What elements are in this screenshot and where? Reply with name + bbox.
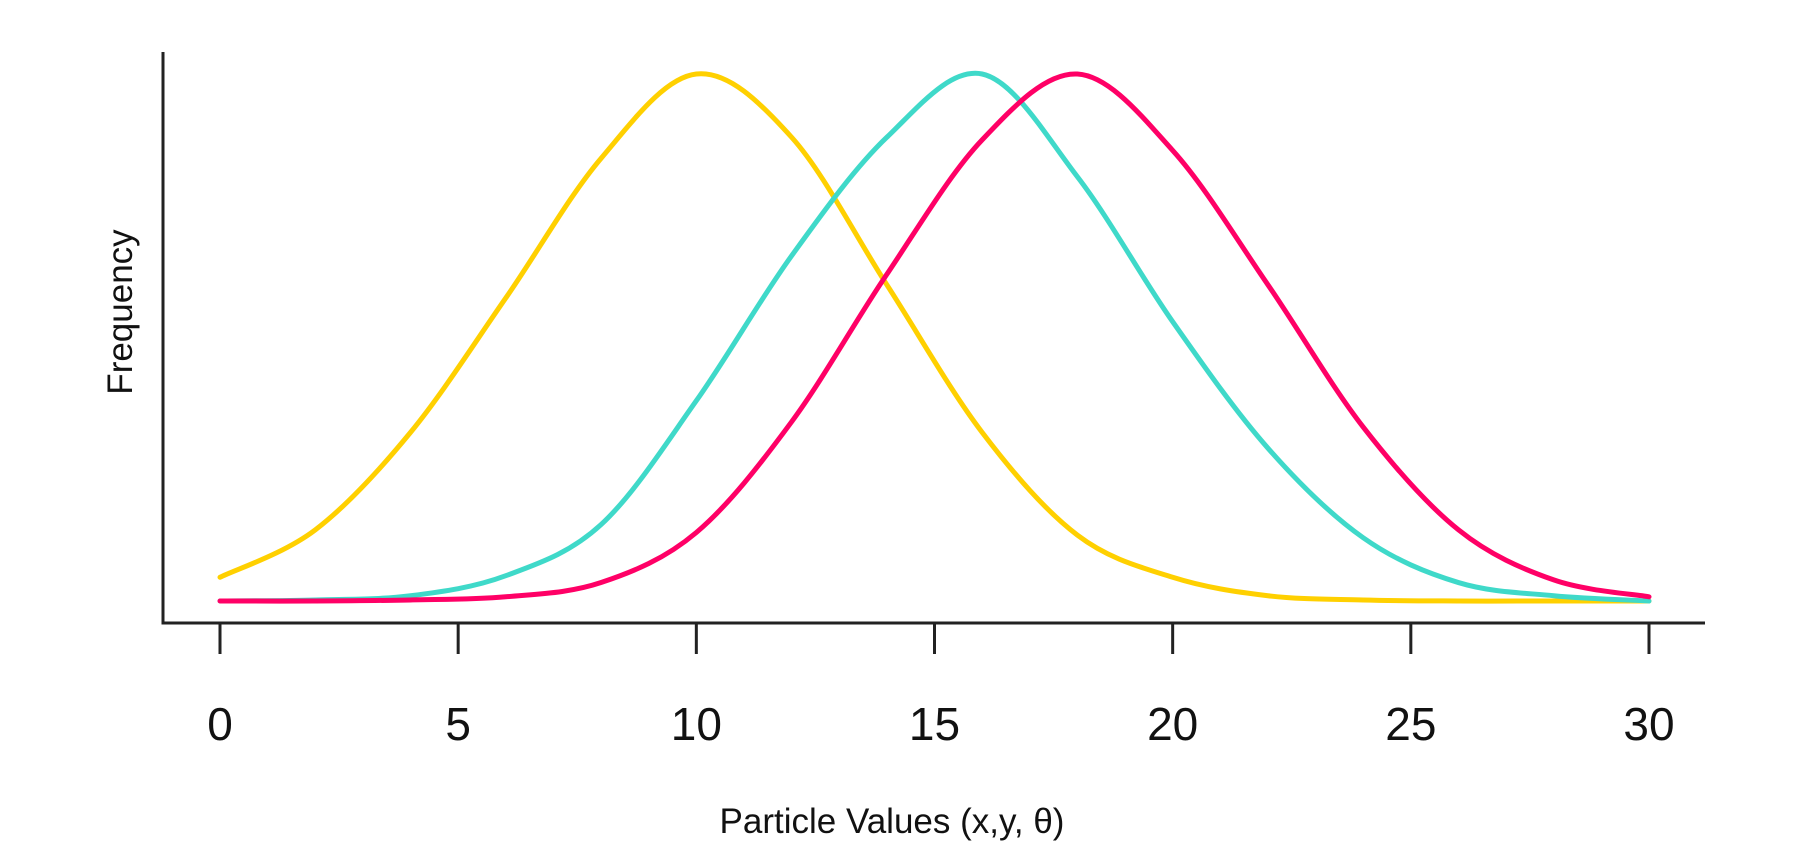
series-line-3 — [217, 71, 1652, 604]
x-tick-label: 25 — [1385, 698, 1436, 750]
x-axis-title: Particle Values (x,y, θ) — [720, 802, 1065, 841]
series-line-1 — [217, 71, 1652, 604]
x-tick-label: 15 — [909, 698, 960, 750]
x-tick-label: 5 — [445, 698, 471, 750]
x-tick-label: 30 — [1623, 698, 1674, 750]
x-tick-label: 10 — [671, 698, 722, 750]
y-axis-title: Frequency — [101, 229, 140, 395]
x-axis-ticks: 0 5 10 15 20 25 30 — [207, 623, 1675, 750]
series-layer — [217, 70, 1652, 604]
series-line-2 — [217, 70, 1652, 604]
axes — [161, 52, 1705, 625]
x-tick-label: 0 — [207, 698, 233, 750]
x-tick-label: 20 — [1147, 698, 1198, 750]
